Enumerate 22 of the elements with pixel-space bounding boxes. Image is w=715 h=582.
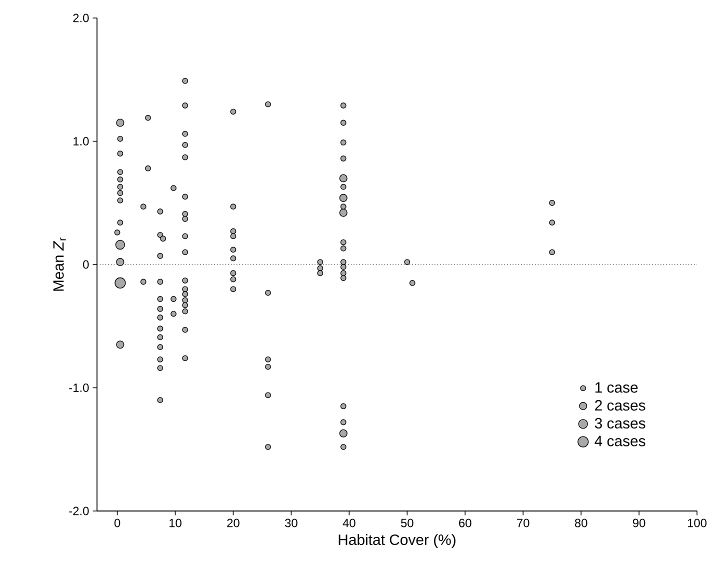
x-tick-label: 10 xyxy=(170,518,182,528)
legend-label: 2 cases xyxy=(595,400,646,411)
x-tick-label: 30 xyxy=(285,518,298,528)
legend-label: 4 cases xyxy=(594,436,646,446)
y-tick-label: 1.0 xyxy=(74,137,89,146)
x-tick-label: 0 xyxy=(114,518,120,528)
x-tick-label: 80 xyxy=(574,518,588,528)
x-tick-label: 50 xyxy=(400,518,414,528)
x-tick-label: 70 xyxy=(517,518,530,528)
x-axis-title: Habitat Cover (%) xyxy=(338,534,456,548)
y-tick-label: 0 xyxy=(83,260,89,269)
x-tick-label: 100 xyxy=(688,518,707,528)
x-tick-label: 20 xyxy=(227,518,240,528)
y-tick-label: 2.0 xyxy=(73,14,89,22)
y-axis-title: Mean Z$_{r}$ xyxy=(53,238,66,291)
y-tick-label: -1.0 xyxy=(69,384,89,392)
x-tick-label: 90 xyxy=(632,518,646,528)
y-tick-label: -2.0 xyxy=(69,506,89,516)
legend-label: 1 case xyxy=(595,382,638,393)
x-tick-label: 60 xyxy=(459,518,472,528)
legend-label: 3 cases xyxy=(594,418,646,429)
x-tick-label: 40 xyxy=(342,518,356,528)
